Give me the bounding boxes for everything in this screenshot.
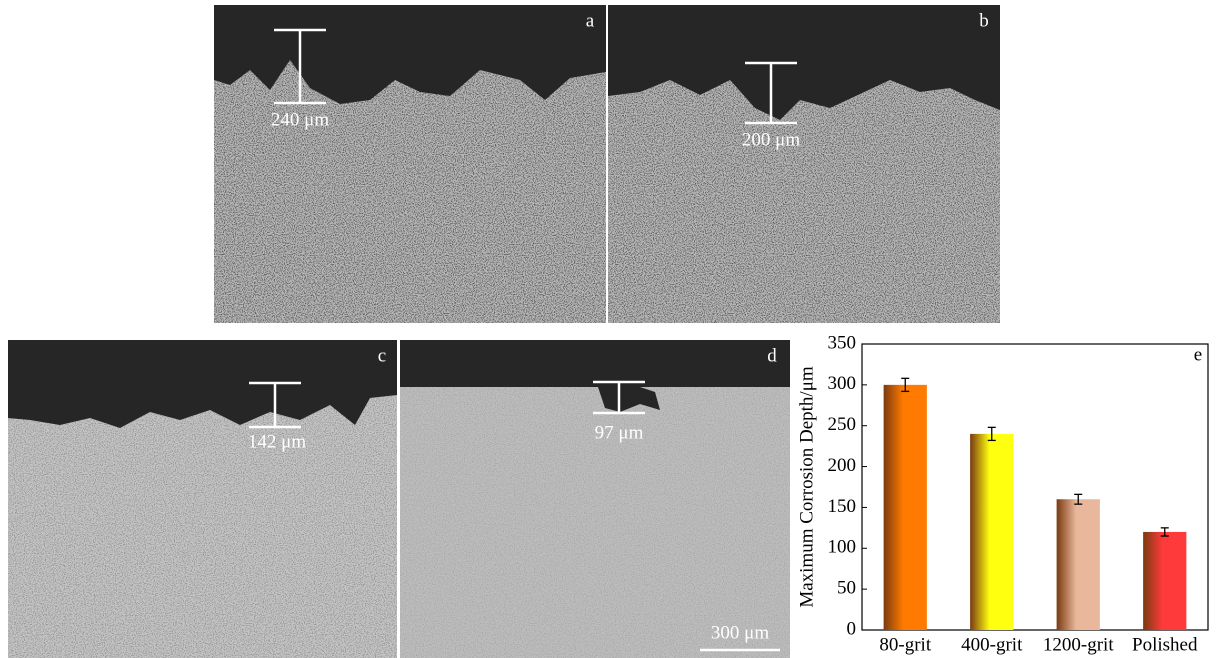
y-tick-label: 250 [828, 414, 857, 435]
y-tick-label: 0 [847, 618, 857, 639]
measurement-label: 240 μm [271, 109, 329, 130]
panel-label: e [1194, 344, 1202, 365]
bar [884, 385, 927, 630]
y-tick-label: 150 [828, 496, 857, 517]
x-tick-label: 1200-grit [1043, 634, 1114, 655]
figure: 240 μm a 200 μm b 142 μm c 97 μm d 300 μ… [0, 0, 1219, 658]
measurement-label: 200 μm [742, 129, 800, 150]
scale-bar-label: 300 μm [711, 622, 769, 643]
y-tick-label: 300 [828, 373, 857, 394]
y-tick-label: 350 [828, 332, 857, 353]
bar [970, 434, 1013, 630]
measurement-label: 97 μm [595, 422, 644, 443]
y-axis-label: Maximum Corrosion Depth/μm [796, 366, 817, 608]
micrograph-a: 240 μm a [214, 5, 606, 323]
y-tick-label: 100 [828, 537, 857, 558]
y-tick-label: 200 [828, 455, 857, 476]
panel-label: d [767, 345, 777, 366]
x-tick-label: Polished [1132, 634, 1198, 655]
bar-chart: e Maximum Corrosion Depth/μm 0 50 100 150 20… [796, 332, 1208, 655]
micrograph-b: 200 μm b [608, 5, 1000, 323]
bar [1143, 532, 1186, 630]
micrograph-c: 142 μm c [8, 340, 397, 658]
panel-label: b [979, 10, 989, 31]
bar [1057, 499, 1100, 630]
y-tick-label: 50 [837, 578, 856, 599]
panel-label: c [378, 345, 386, 366]
x-tick-label: 80-grit [879, 634, 931, 655]
measurement-label: 142 μm [248, 431, 306, 452]
panel-label: a [586, 10, 595, 31]
micrograph-d: 97 μm d 300 μm [400, 340, 790, 658]
x-tick-label: 400-grit [961, 634, 1023, 655]
